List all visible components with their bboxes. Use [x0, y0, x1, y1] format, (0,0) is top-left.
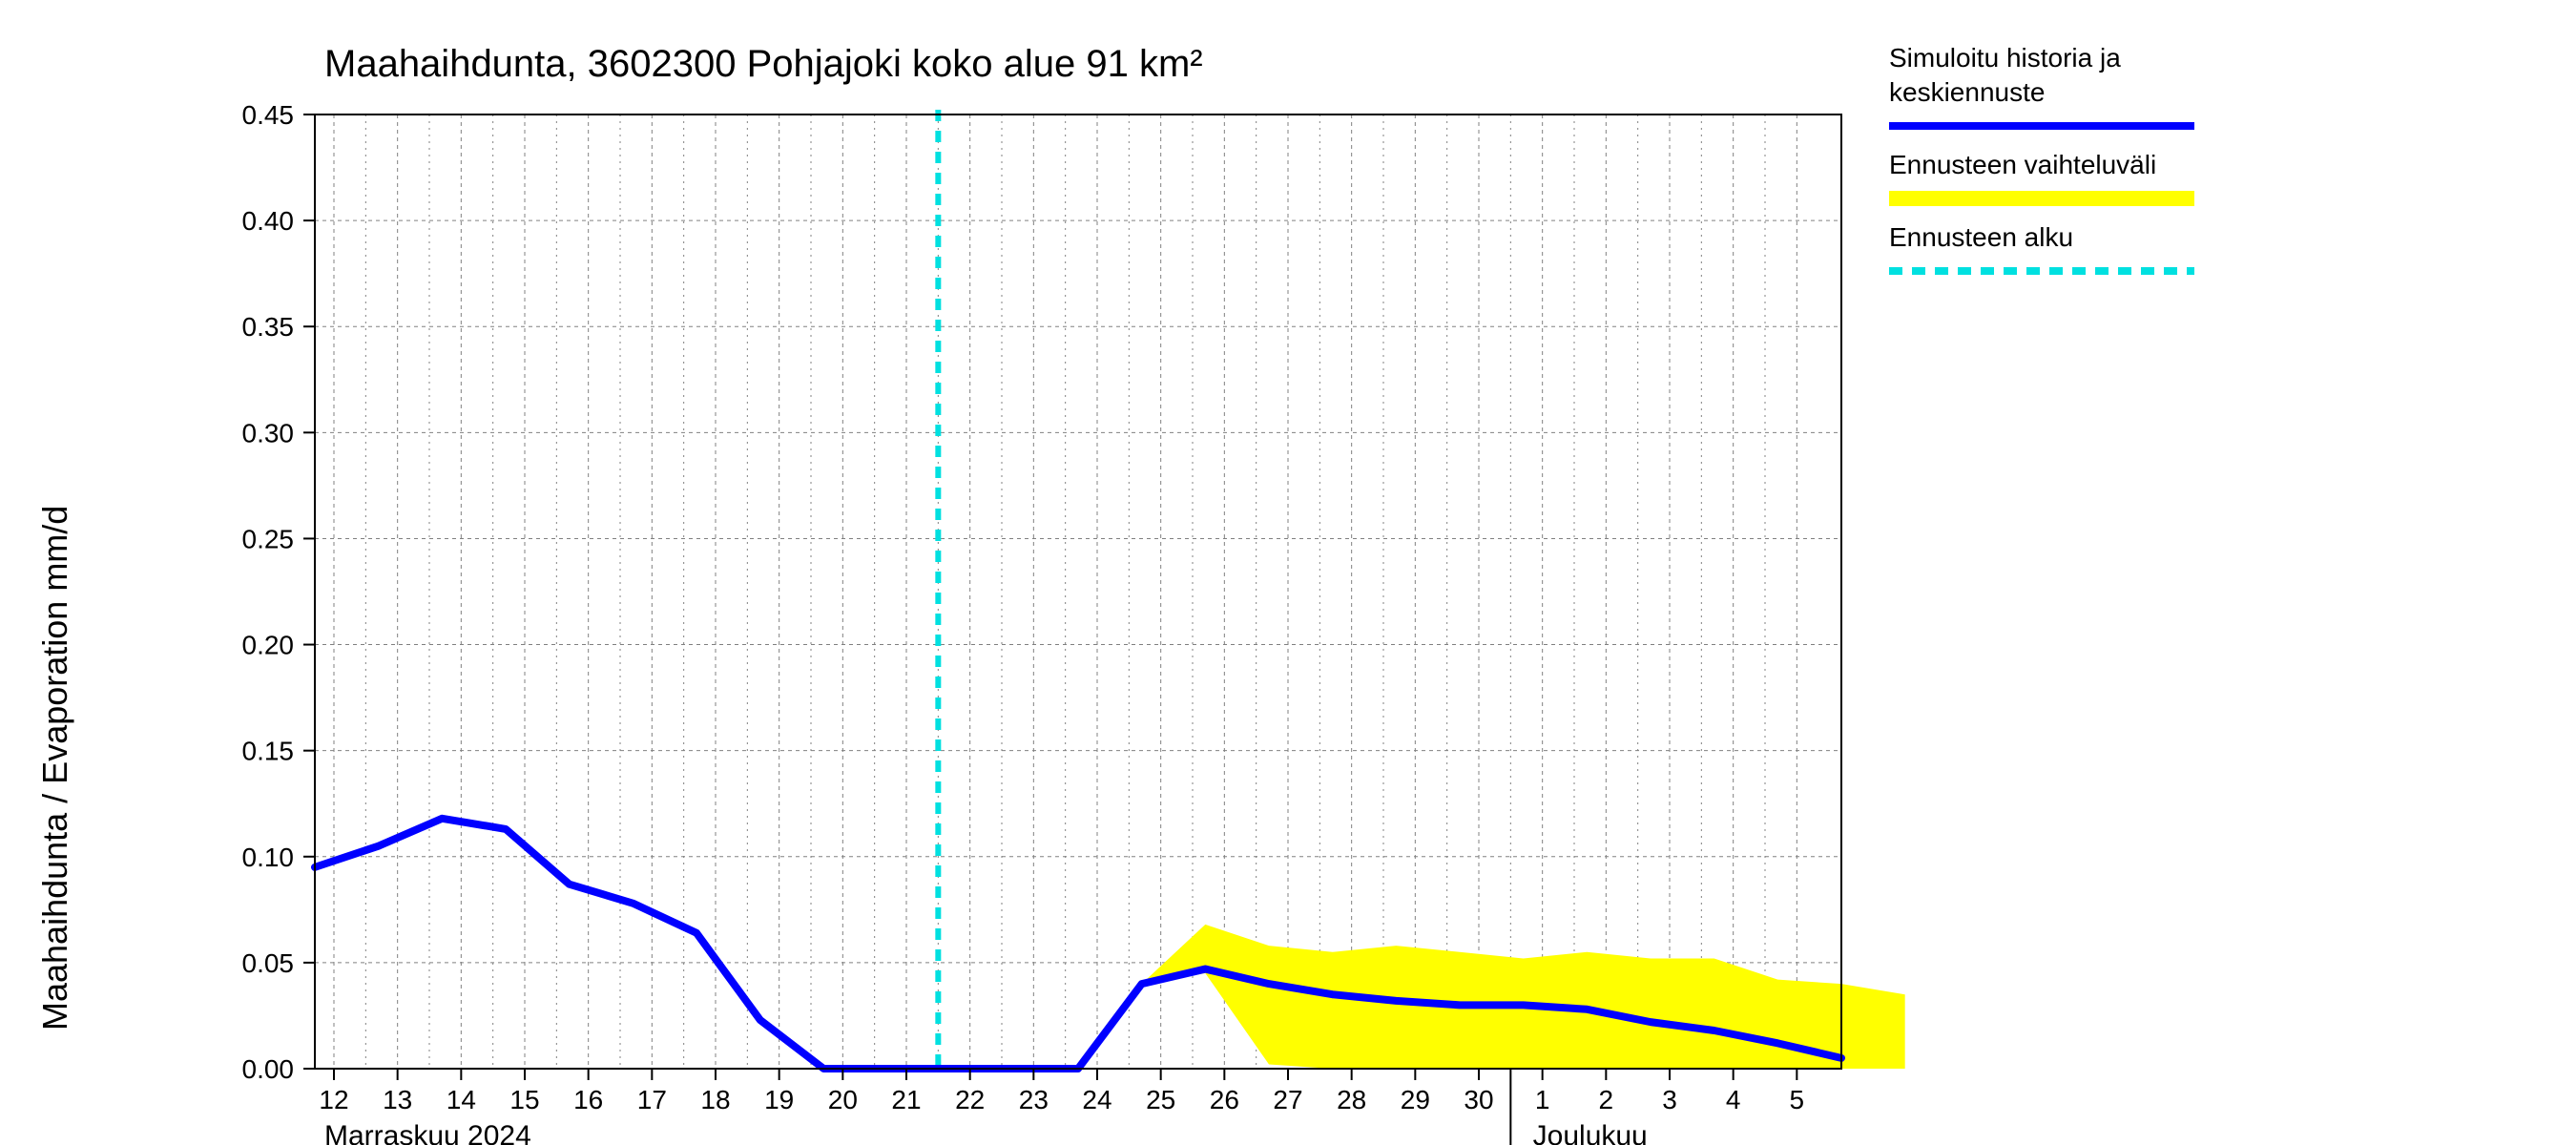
ytick-label: 0.35 [242, 312, 295, 342]
xtick-label: 28 [1337, 1085, 1366, 1114]
xtick-label: 30 [1464, 1085, 1493, 1114]
xtick-label: 20 [828, 1085, 858, 1114]
ytick-label: 0.05 [242, 948, 295, 978]
xtick-label: 21 [891, 1085, 921, 1114]
xtick-label: 16 [573, 1085, 603, 1114]
legend-label: Ennusteen alku [1889, 222, 2073, 252]
xtick-label: 18 [700, 1085, 730, 1114]
ytick-label: 0.40 [242, 206, 295, 236]
ytick-label: 0.25 [242, 524, 295, 553]
ytick-label: 0.30 [242, 418, 295, 448]
xtick-label: 14 [447, 1085, 476, 1114]
xtick-label: 1 [1535, 1085, 1550, 1114]
ytick-label: 0.20 [242, 631, 295, 660]
xtick-label: 22 [955, 1085, 985, 1114]
month-label-fi: Marraskuu 2024 [324, 1120, 531, 1145]
y-axis-label: Maahaihdunta / Evaporation mm/d [35, 506, 74, 1030]
xtick-label: 24 [1082, 1085, 1111, 1114]
legend-label: keskiennuste [1889, 77, 2045, 107]
legend-swatch-band [1889, 191, 2194, 206]
xtick-label: 13 [383, 1085, 412, 1114]
ytick-label: 0.10 [242, 843, 295, 872]
xtick-label: 23 [1019, 1085, 1049, 1114]
xtick-label: 27 [1273, 1085, 1302, 1114]
legend-label: Simuloitu historia ja [1889, 43, 2121, 73]
xtick-label: 17 [637, 1085, 667, 1114]
chart-title: Maahaihdunta, 3602300 Pohjajoki koko alu… [324, 43, 1203, 85]
xtick-label: 25 [1146, 1085, 1175, 1114]
xtick-label: 26 [1210, 1085, 1239, 1114]
xtick-label: 3 [1662, 1085, 1677, 1114]
xtick-label: 19 [764, 1085, 794, 1114]
chart-svg: 0.00 0.05 0.10 0.15 0.20 0.25 0.30 0.35 0.40 0.45… [0, 0, 2576, 1145]
ytick-label: 0.45 [242, 100, 295, 130]
month-label-fi: Joulukuu [1533, 1120, 1648, 1145]
xtick-label: 29 [1401, 1085, 1430, 1114]
xtick-label: 15 [509, 1085, 539, 1114]
xtick-label: 5 [1790, 1085, 1805, 1114]
xtick-label: 2 [1599, 1085, 1614, 1114]
footer-timestamp: 22-Nov-2024 06:02 WSFS-O [1884, 1140, 2228, 1145]
legend-label: Ennusteen vaihteluväli [1889, 150, 2156, 179]
ytick-label: 0.00 [242, 1054, 295, 1084]
ytick-label: 0.15 [242, 737, 295, 766]
chart-container: 0.00 0.05 0.10 0.15 0.20 0.25 0.30 0.35 0.40 0.45… [0, 0, 2576, 1145]
xtick-label: 12 [319, 1085, 348, 1114]
xtick-label: 4 [1726, 1085, 1741, 1114]
